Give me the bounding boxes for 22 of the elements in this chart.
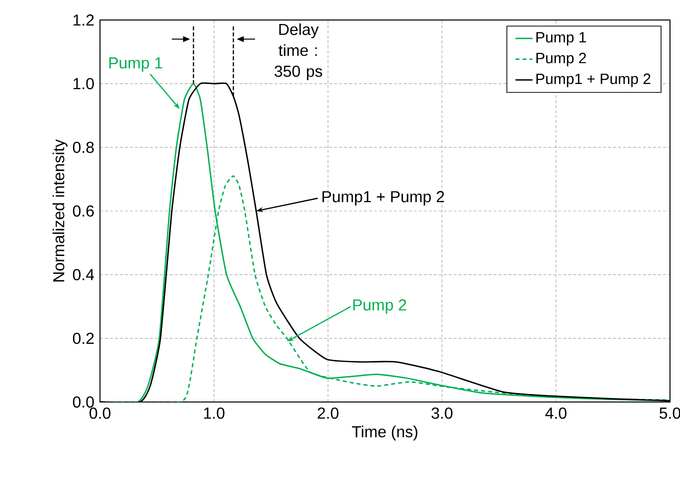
x-axis-title: Time (ns) bbox=[352, 426, 418, 440]
x-tick-label: 2.0 bbox=[318, 408, 338, 419]
y-tick-label: 0.4 bbox=[72, 269, 94, 280]
y-tick-label: 1.2 bbox=[74, 14, 94, 26]
legend-label: Pump 1 bbox=[536, 32, 586, 46]
x-tick-label: 0.0 bbox=[90, 408, 110, 419]
x-tick-label: 4.0 bbox=[545, 408, 566, 419]
y-tick-label: 0.0 bbox=[72, 396, 94, 408]
y-tick-label: 0.8 bbox=[72, 142, 94, 153]
annotation: Pump1 + Pump 2 bbox=[322, 191, 444, 206]
x-tick-label: 5.0 bbox=[660, 408, 680, 419]
y-tick-label: 0.6 bbox=[72, 205, 94, 217]
y-tick-label: 0.2 bbox=[72, 332, 94, 344]
annotation: Pump 1 bbox=[109, 57, 162, 72]
x-tick-label: 1.0 bbox=[204, 408, 224, 419]
legend-label: Pump 2 bbox=[536, 52, 586, 66]
legend-label: Pump1 + Pump 2 bbox=[536, 74, 650, 88]
y-axis-title: Normalized intensity bbox=[52, 139, 68, 282]
annotation: Pump 2 bbox=[353, 299, 406, 314]
annotation: Delay time : 350 ps bbox=[274, 23, 322, 80]
y-tick-label: 1.0 bbox=[74, 78, 94, 90]
x-tick-label: 3.0 bbox=[432, 408, 452, 419]
